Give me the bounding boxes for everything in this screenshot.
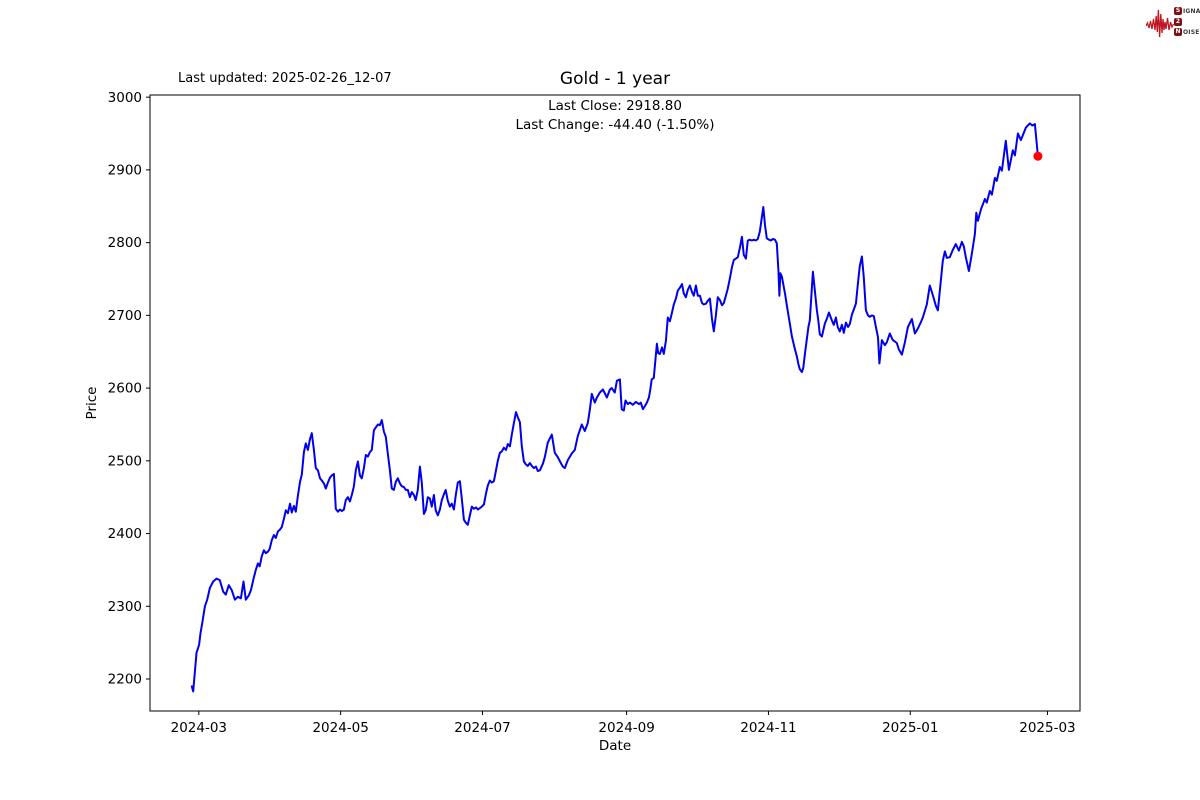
waveform-icon [1146, 9, 1174, 38]
last-change-text: Last Change: -44.40 (-1.50%) [515, 117, 715, 133]
y-tick-label: 3000 [108, 90, 142, 106]
logo-label-oise: OISE [1183, 28, 1200, 36]
y-tick-label: 2900 [108, 163, 142, 179]
x-tick-label: 2025-03 [1019, 720, 1075, 736]
last-close-marker [1033, 151, 1043, 161]
x-tick-label: 2024-07 [454, 720, 510, 736]
y-tick-label: 2500 [108, 453, 142, 469]
y-tick-label: 2600 [108, 381, 142, 397]
logo-row-2: 2 [1174, 17, 1200, 26]
x-tick-label: 2024-09 [598, 720, 654, 736]
logo-row-signal: S IGNAL [1174, 7, 1200, 15]
price-line [190, 122, 1039, 693]
y-axis-label: Price [84, 387, 100, 420]
y-tick-label: 2200 [108, 672, 142, 688]
logo-badge-2: 2 [1174, 17, 1182, 26]
y-tick-label: 2800 [108, 235, 142, 251]
signal2noise-logo: S IGNAL 2 N OISE [1146, 2, 1200, 42]
logo-text-block: S IGNAL 2 N OISE [1174, 7, 1200, 36]
y-tick-label: 2400 [108, 526, 142, 542]
chart-title: Gold - 1 year [559, 69, 671, 89]
logo-badge-s: S [1174, 7, 1182, 15]
logo-badge-n: N [1174, 28, 1182, 36]
last-close-text: Last Close: 2918.80 [548, 98, 682, 114]
x-axis-label: Date [599, 738, 631, 754]
x-tick-label: 2024-11 [740, 720, 796, 736]
x-tick-label: 2025-01 [882, 720, 938, 736]
x-tick-label: 2024-03 [171, 720, 227, 736]
logo-label-ignal: IGNAL [1183, 7, 1200, 15]
y-tick-label: 2700 [108, 308, 142, 324]
chart-subtitle: Last Close: 2918.80 Last Change: -44.40 … [150, 97, 1080, 135]
x-tick-label: 2024-05 [312, 720, 368, 736]
y-tick-label: 2300 [108, 599, 142, 615]
logo-row-noise: N OISE [1174, 28, 1200, 36]
axes-spines [149, 94, 1081, 712]
last-updated-text: Last updated: 2025-02-26_12-07 [178, 71, 392, 86]
